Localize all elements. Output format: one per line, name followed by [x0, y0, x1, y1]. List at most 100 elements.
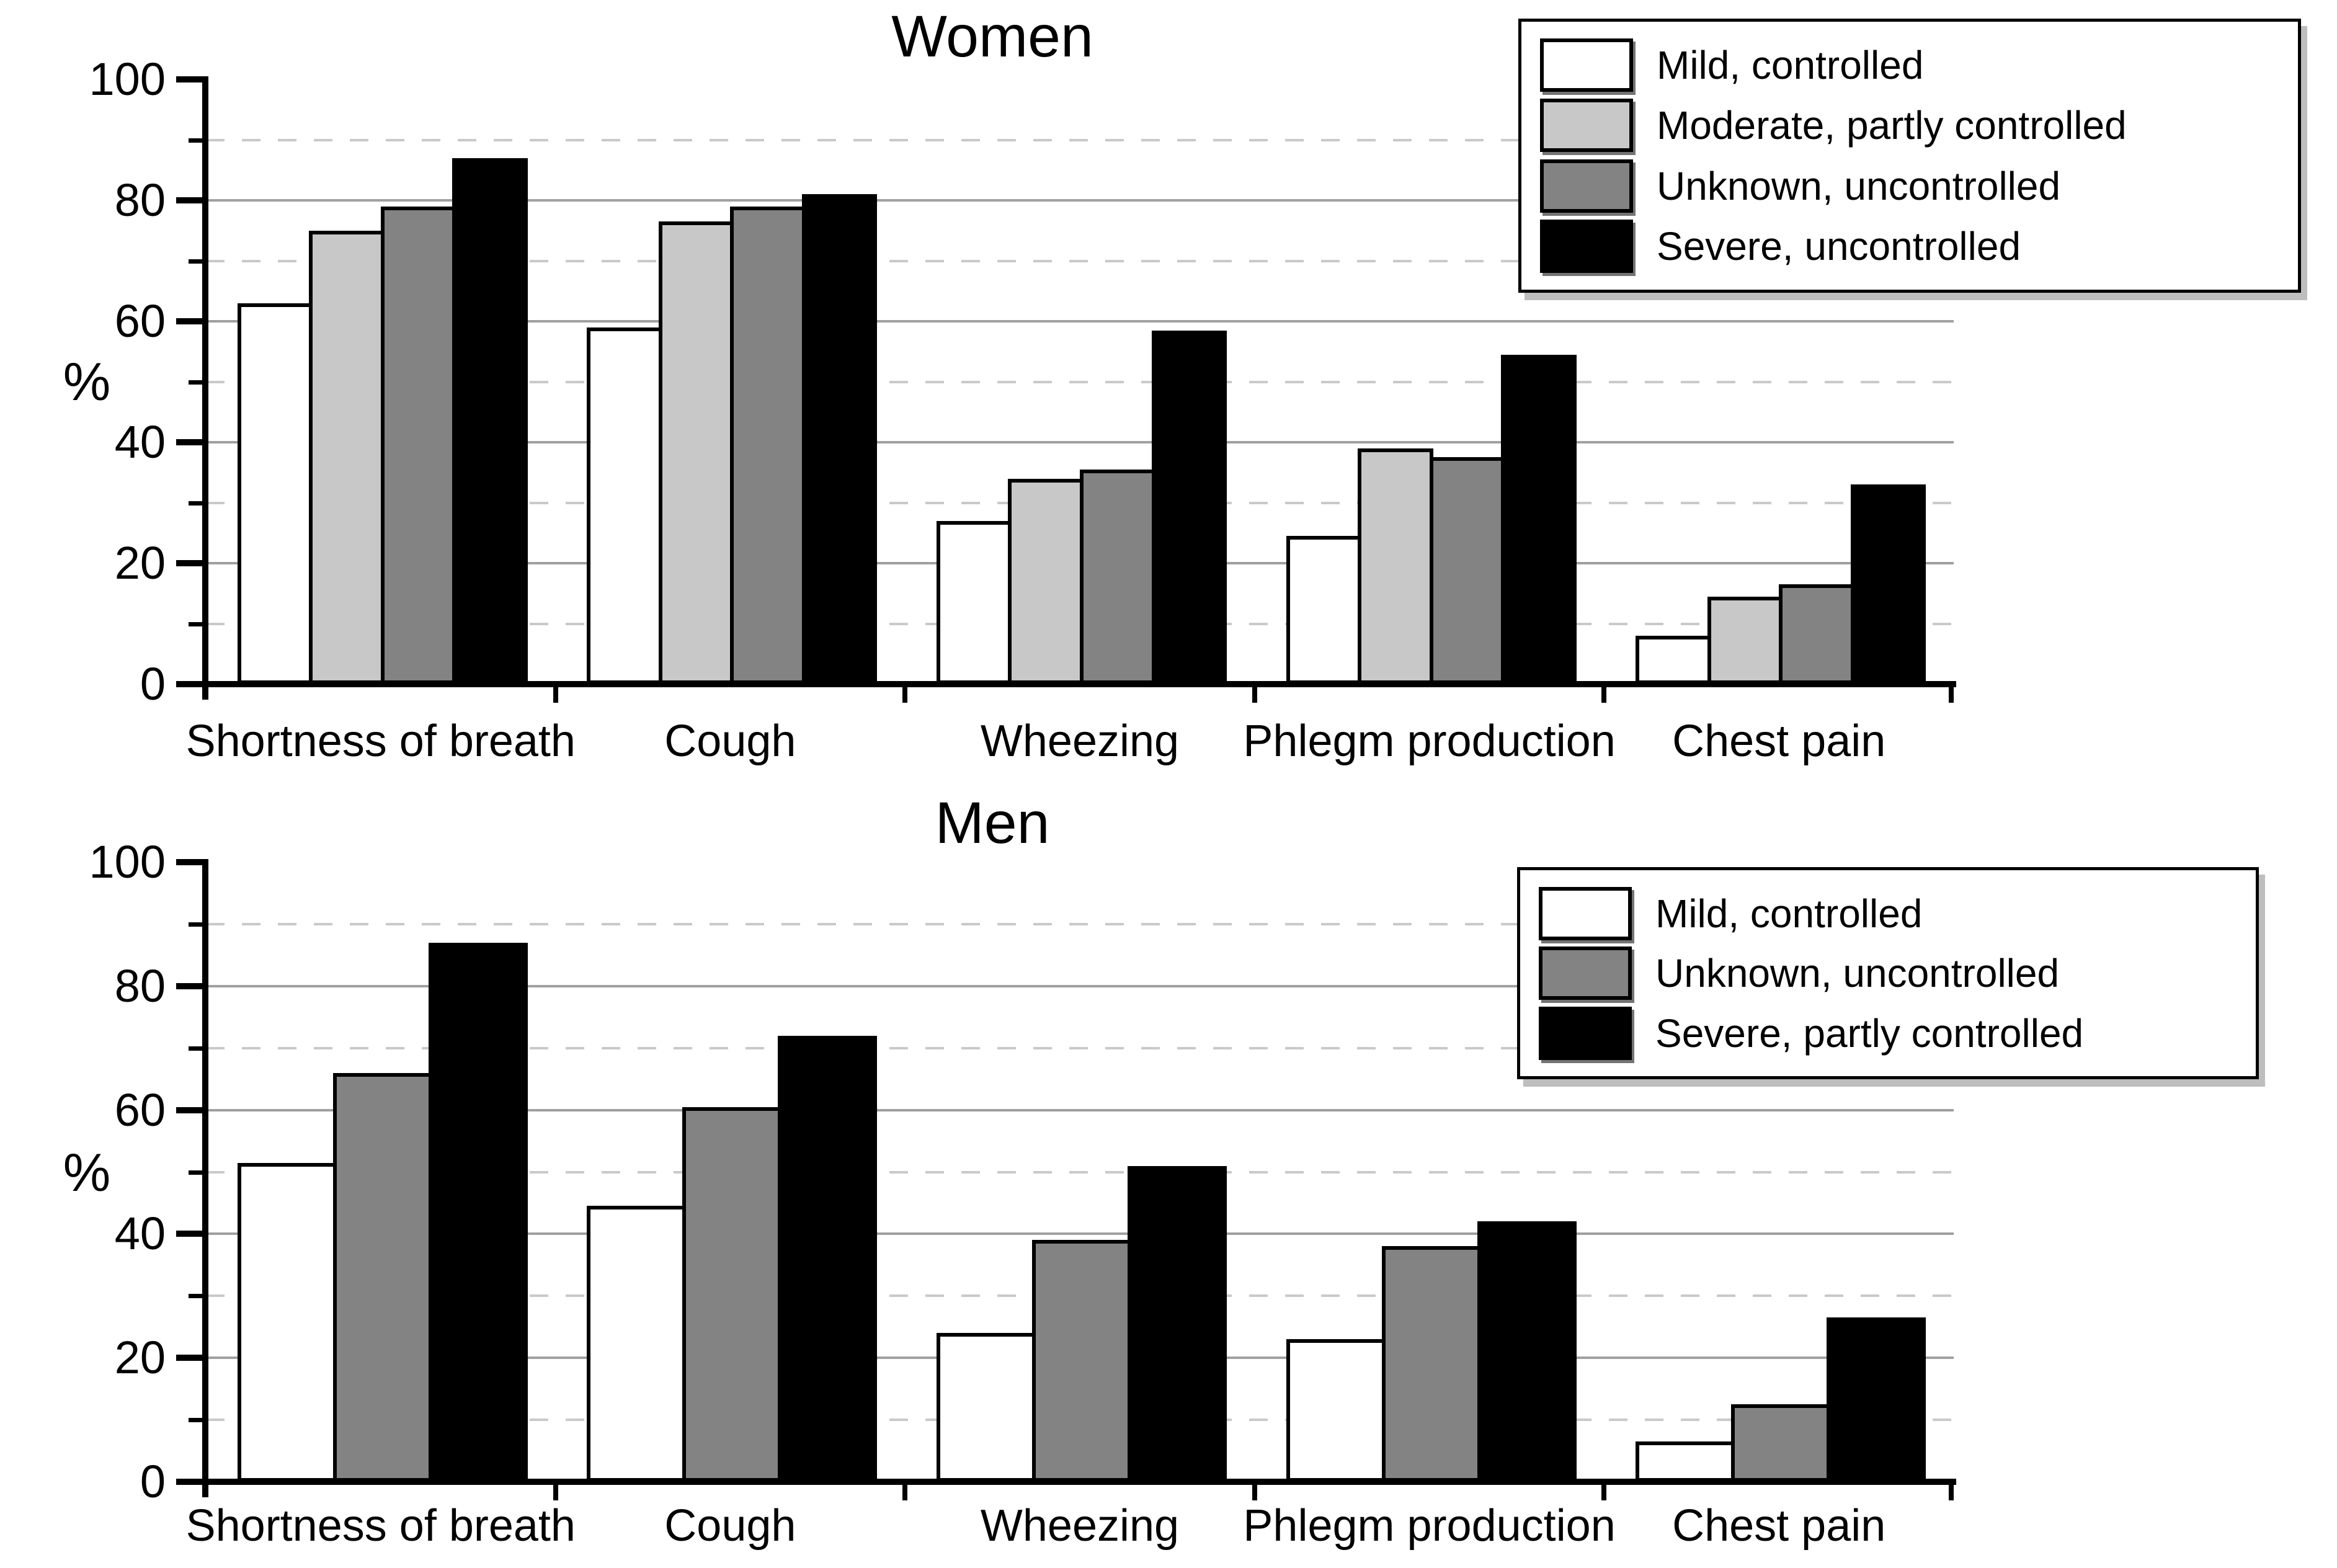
gridline-dashed-50: [206, 1170, 1954, 1174]
bar-chest-pain-mild-controlled: [1636, 1441, 1735, 1482]
bar-chest-pain-unknown-uncontrolled: [1731, 1404, 1831, 1482]
x-tick-4: [1601, 1484, 1607, 1500]
x-tick-1: [553, 1484, 558, 1500]
y-minor-tick-30: [189, 501, 205, 506]
bar-shortness-of-breath-mild-controlled: [237, 1162, 337, 1482]
x-label-phlegm-production: Phlegm production: [1243, 1501, 1616, 1551]
bar-wheezing-unknown-uncontrolled: [1031, 1240, 1132, 1482]
y-minor-tick-10: [189, 621, 205, 626]
legend-item-mild-controlled: Mild, controlled: [1540, 38, 2279, 92]
x-tick-5: [1949, 1484, 1954, 1500]
x-tick-2: [902, 1484, 908, 1500]
y-minor-tick-50: [189, 1170, 205, 1175]
y-major-tick-0: [176, 681, 205, 687]
legend-item-unknown-uncontrolled: Unknown, uncontrolled: [1540, 159, 2279, 213]
y-minor-tick-70: [189, 1046, 205, 1051]
legend-item-severe-partly-controlled: Severe, partly controlled: [1539, 1006, 2237, 1060]
y-tick-label-40: 40: [114, 1208, 166, 1260]
legend-men: Mild, controlled Unknown, uncontrolled Sev…: [1517, 867, 2259, 1079]
gridline-solid-80: [206, 199, 1954, 202]
y-axis-label: %: [63, 1143, 111, 1203]
gridline-solid-40: [206, 1232, 1954, 1236]
gridline-solid-60: [206, 1108, 1954, 1111]
legend-swatch-mild-controlled: [1540, 38, 1633, 92]
legend-label-severe-partly-controlled: Severe, partly controlled: [1655, 1010, 2084, 1056]
y-tick-label-100: 100: [89, 836, 166, 888]
legend-swatch-severe-partly-controlled: [1539, 1006, 1632, 1060]
legend-label-severe-uncontrolled: Severe, uncontrolled: [1657, 223, 2021, 269]
legend-swatch-mild-controlled: [1539, 886, 1632, 940]
x-label-cough: Cough: [664, 1501, 796, 1551]
legend-label-mild-controlled: Mild, controlled: [1657, 43, 1924, 88]
x-tick-2: [902, 687, 908, 703]
x-tick-3: [1252, 687, 1257, 703]
y-major-tick-40: [176, 439, 205, 445]
bar-chest-pain-severe-uncontrolled: [1850, 484, 1926, 684]
gridline-solid-80: [206, 984, 1954, 987]
x-label-shortness-of-breath: Shortness of breath: [185, 716, 576, 766]
legend-item-mild-controlled: Mild, controlled: [1539, 886, 2237, 940]
bar-wheezing-severe-partly-controlled: [1128, 1165, 1227, 1482]
x-label-cough: Cough: [664, 716, 796, 766]
y-major-tick-60: [176, 1107, 205, 1113]
legend-swatch-unknown-uncontrolled: [1539, 947, 1632, 1000]
y-minor-tick-10: [189, 1418, 205, 1423]
y-minor-tick-30: [189, 1294, 205, 1299]
y-major-tick-80: [176, 982, 205, 989]
bar-cough-unknown-uncontrolled: [682, 1107, 782, 1482]
y-tick-label-60: 60: [114, 1084, 166, 1136]
y-major-tick-40: [176, 1231, 205, 1237]
gridline-dashed-70: [206, 1046, 1954, 1049]
bar-wheezing-mild-controlled: [936, 1333, 1036, 1482]
legend-swatch-unknown-uncontrolled: [1540, 159, 1633, 213]
y-tick-label-20: 20: [114, 537, 166, 589]
legend-label-unknown-uncontrolled: Unknown, uncontrolled: [1655, 951, 2060, 996]
bar-cough-moderate-partly-controlled: [658, 221, 734, 684]
legend-label-unknown-uncontrolled: Unknown, uncontrolled: [1657, 163, 2061, 208]
x-label-chest-pain: Chest pain: [1672, 716, 1886, 766]
bar-phlegm-production-mild-controlled: [1286, 1339, 1386, 1482]
plot-area-women: [206, 79, 1954, 684]
y-tick-label-100: 100: [89, 53, 166, 105]
y-major-tick-20: [176, 560, 205, 566]
bar-wheezing-mild-controlled: [936, 520, 1012, 684]
x-label-phlegm-production: Phlegm production: [1243, 716, 1616, 766]
y-tick-label-0: 0: [140, 1456, 166, 1507]
x-axis: [200, 1479, 1956, 1485]
bar-cough-mild-controlled: [587, 1206, 687, 1482]
bar-shortness-of-breath-unknown-uncontrolled: [332, 1072, 432, 1482]
x-tick-4: [1601, 687, 1607, 703]
x-label-wheezing: Wheezing: [980, 1501, 1180, 1551]
y-tick-label-20: 20: [114, 1332, 166, 1384]
bar-phlegm-production-unknown-uncontrolled: [1381, 1246, 1481, 1482]
y-axis: [202, 76, 208, 700]
bar-cough-severe-uncontrolled: [801, 194, 878, 684]
gridline-solid-60: [206, 320, 1954, 323]
legend-swatch-moderate-partly-controlled: [1540, 99, 1633, 153]
y-tick-label-80: 80: [114, 174, 166, 226]
gridline-dashed-90: [206, 138, 1954, 141]
bar-shortness-of-breath-severe-partly-controlled: [428, 942, 528, 1482]
gridline-dashed-50: [206, 380, 1954, 383]
x-label-wheezing: Wheezing: [980, 716, 1180, 766]
y-minor-tick-50: [189, 380, 205, 385]
legend-women: Mild, controlled Moderate, partly control…: [1518, 19, 2301, 293]
chart-title-women: Women: [891, 4, 1093, 69]
legend-item-moderate-partly-controlled: Moderate, partly controlled: [1540, 99, 2279, 153]
x-axis: [200, 681, 1956, 687]
legend-item-severe-uncontrolled: Severe, uncontrolled: [1540, 219, 2279, 273]
plot-area-men: [206, 862, 1954, 1482]
y-tick-label-80: 80: [114, 960, 166, 1012]
x-label-chest-pain: Chest pain: [1672, 1501, 1886, 1551]
gridline-solid-40: [206, 441, 1954, 443]
y-major-tick-100: [176, 859, 205, 865]
bar-wheezing-severe-uncontrolled: [1151, 330, 1227, 684]
legend-item-unknown-uncontrolled: Unknown, uncontrolled: [1539, 947, 2237, 1000]
y-minor-tick-70: [189, 259, 205, 264]
y-major-tick-20: [176, 1355, 205, 1361]
chart-title-men: Men: [935, 790, 1050, 856]
y-tick-label-40: 40: [114, 416, 166, 468]
